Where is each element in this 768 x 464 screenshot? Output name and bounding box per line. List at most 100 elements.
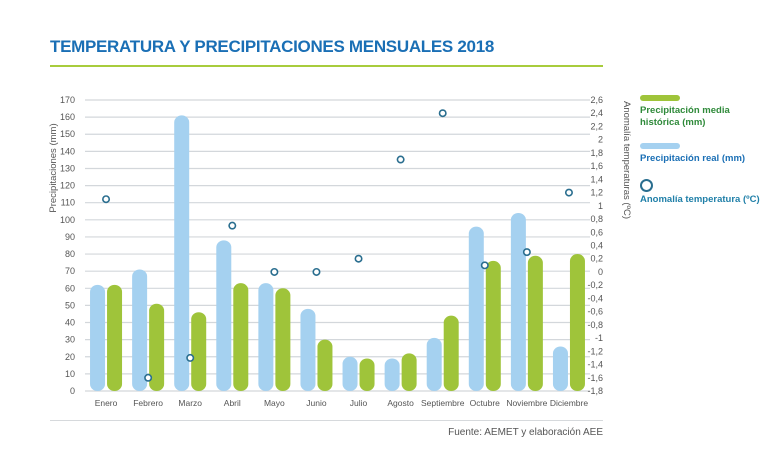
- y-tick-label-left: 0: [70, 386, 75, 396]
- source-note: Fuente: AEMET y elaboración AEE: [448, 427, 603, 438]
- y-tick-label-right: -0,4: [587, 293, 603, 303]
- anomaly-point: [270, 267, 279, 276]
- legend-label-anomaly: Anomalía temperatura (ºC): [640, 194, 760, 205]
- legend: Precipitación media histórica (mm) Preci…: [640, 95, 760, 220]
- bar-historic: [443, 315, 459, 391]
- bar-real: [90, 284, 106, 391]
- x-tick-label: Noviembre: [506, 398, 547, 408]
- y-tick-label-right: -1,2: [587, 346, 603, 356]
- y-tick-label-right: -1,8: [587, 386, 603, 396]
- y-tick-label-left: 160: [60, 112, 75, 122]
- y-tick-label-right: -0,6: [587, 307, 603, 317]
- legend-swatch-historic: [640, 95, 680, 101]
- y-tick-label-right: 1,4: [590, 174, 603, 184]
- y-tick-label-right: -1,4: [587, 360, 603, 370]
- bar-real: [468, 226, 484, 391]
- y-tick-label-left: 80: [65, 249, 75, 259]
- y-tick-label-left: 100: [60, 215, 75, 225]
- anomaly-point: [396, 155, 405, 164]
- chart-title: TEMPERATURA Y PRECIPITACIONES MENSUALES …: [50, 37, 494, 56]
- bar-real: [342, 356, 358, 391]
- y-tick-label-right: 1,6: [590, 161, 603, 171]
- anomaly-point: [144, 373, 153, 382]
- y-tick-label-left: 120: [60, 181, 75, 191]
- y-tick-label-left: 140: [60, 146, 75, 156]
- y-tick-label-right: -1,6: [587, 373, 603, 383]
- y-tick-label-left: 20: [65, 352, 75, 362]
- bar-historic: [275, 288, 291, 391]
- legend-item-historic: Precipitación media histórica (mm): [640, 95, 760, 129]
- bar-historic: [401, 353, 417, 391]
- y-tick-label-right: -0,2: [587, 280, 603, 290]
- x-tick-label: Agosto: [387, 398, 414, 408]
- y-tick-label-right: 2,4: [590, 108, 603, 118]
- y-tick-label-left: 70: [65, 266, 75, 276]
- anomaly-points: [102, 109, 573, 382]
- x-tick-label: Abril: [224, 398, 241, 408]
- anomaly-point: [228, 221, 237, 230]
- y-tick-label-right: 2: [598, 135, 603, 145]
- x-tick-label: Diciembre: [550, 398, 589, 408]
- y-tick-label-left: 50: [65, 300, 75, 310]
- y-tick-label-left: 40: [65, 318, 75, 328]
- bar-historic: [527, 255, 543, 391]
- bar-real: [426, 337, 442, 391]
- circle-marker-icon: [640, 179, 653, 192]
- bar-real: [132, 269, 148, 391]
- left-axis-ticks: 0 10 20 30 40 50 60 70 80 90 100 110 120 130 140 150 160…: [60, 95, 75, 396]
- y-tick-label-right: 0: [598, 267, 603, 277]
- y-tick-label-left: 110: [61, 198, 75, 208]
- y-tick-label-right: 0,4: [590, 241, 603, 251]
- bar-historic: [569, 254, 585, 391]
- x-tick-label: Febrero: [133, 398, 163, 408]
- y-tick-label-left: 90: [65, 232, 75, 242]
- y-tick-label-left: 60: [65, 283, 75, 293]
- x-tick-label: Enero: [95, 398, 118, 408]
- x-tick-label: Octubre: [470, 398, 501, 408]
- bar-historic: [359, 358, 375, 391]
- anomaly-point: [354, 254, 363, 263]
- x-tick-label: Septiembre: [421, 398, 465, 408]
- legend-swatch-real: [640, 143, 680, 149]
- x-tick-label: Mayo: [264, 398, 285, 408]
- bar-historic: [191, 312, 207, 391]
- bar-real: [384, 358, 400, 391]
- y-tick-label-right: 1: [598, 201, 603, 211]
- bars: [90, 115, 585, 391]
- y-tick-label-right: 2,6: [590, 95, 603, 105]
- bar-historic: [317, 339, 333, 391]
- bar-historic: [149, 303, 165, 391]
- right-axis-ticks: -1,8 -1,6 -1,4 -1,2 -1 -0,8 -0,6 -0,4 -0,2 0 0,2 0,…: [587, 95, 603, 396]
- y-tick-label-right: 0,6: [590, 227, 603, 237]
- legend-label-real: Precipitación real (mm): [640, 153, 746, 164]
- anomaly-point: [312, 267, 321, 276]
- x-axis-labels: Enero Febrero Marzo Abril Mayo Junio Julio Agos…: [95, 398, 589, 408]
- y-tick-label-left: 170: [60, 95, 75, 105]
- y-tick-label-right: 1,2: [590, 188, 603, 198]
- bar-historic: [107, 284, 123, 391]
- y-axis-label-left: Precipitaciones (mm): [48, 123, 59, 212]
- anomaly-point: [102, 195, 111, 204]
- footer-divider: [50, 420, 603, 421]
- y-tick-label-right: -1: [595, 333, 603, 343]
- y-tick-label-left: 10: [65, 369, 75, 379]
- y-tick-label-right: 2,2: [590, 121, 603, 131]
- gridlines: [85, 99, 590, 392]
- bar-real: [216, 240, 232, 391]
- bar-historic: [485, 260, 501, 391]
- legend-label-historic: Precipitación media histórica (mm): [640, 105, 730, 128]
- anomaly-point: [438, 109, 447, 118]
- x-tick-label: Junio: [306, 398, 327, 408]
- anomaly-point: [480, 261, 489, 270]
- anomaly-point: [186, 353, 195, 362]
- anomaly-point: [564, 188, 573, 197]
- y-tick-label-left: 150: [60, 129, 75, 139]
- anomaly-point: [522, 248, 531, 257]
- bar-real: [174, 115, 190, 391]
- y-tick-label-right: 0,8: [590, 214, 603, 224]
- legend-item-anomaly: Anomalía temperatura (ºC): [640, 179, 760, 206]
- y-tick-label-right: -0,8: [587, 320, 603, 330]
- x-tick-label: Marzo: [178, 398, 202, 408]
- y-tick-label-right: 1,8: [590, 148, 603, 158]
